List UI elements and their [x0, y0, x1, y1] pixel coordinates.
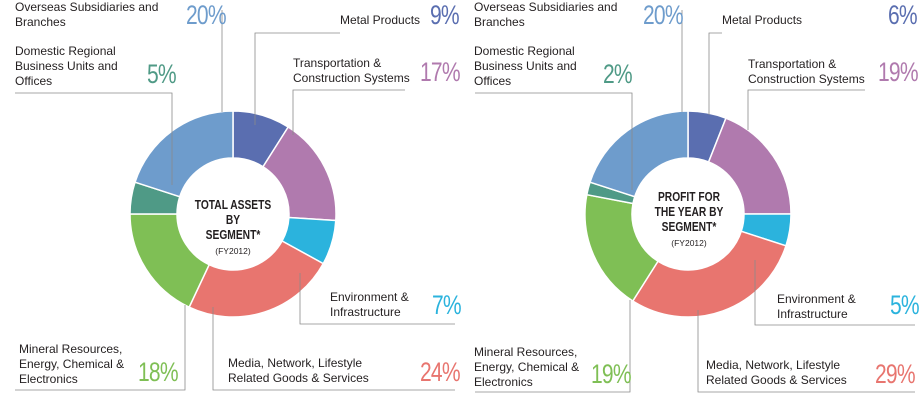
profit-panel: Overseas Subsidiaries and Branches 20% Do… — [460, 0, 920, 400]
label-overseas: Overseas Subsidiaries and Branches — [474, 0, 618, 29]
label-metal: Metal Products — [340, 13, 421, 27]
leader-line-transport — [292, 89, 405, 135]
label-transport: Transportation & Construction Systems — [293, 56, 410, 85]
pct-overseas: 20% — [643, 0, 684, 30]
pct-media: 29% — [875, 359, 916, 389]
pct-mineral: 19% — [591, 359, 632, 389]
leader-line-metal — [708, 32, 722, 115]
pct-domestic: 5% — [147, 59, 177, 89]
slice-media — [188, 239, 325, 318]
label-media: Media, Network, Lifestyle Related Goods &… — [706, 358, 847, 387]
leader-line-media — [212, 307, 455, 391]
pct-metal: 9% — [430, 0, 460, 30]
profit-center-title: PROFIT FOR THE YEAR BY SEGMENT* (FY2012) — [654, 190, 724, 248]
pct-transport: 17% — [420, 57, 461, 87]
leader-line-mineral — [15, 305, 186, 391]
label-mineral: Mineral Resources, Energy, Chemical & Elec… — [19, 342, 125, 386]
pct-metal: 6% — [888, 0, 918, 30]
total-assets-center-title: TOTAL ASSETS BY SEGMENT* (FY2012) — [194, 198, 272, 256]
profit-donut-chart — [475, 10, 915, 393]
label-metal: Metal Products — [722, 13, 803, 27]
label-environment: Environment & Infrastructure — [777, 292, 856, 321]
label-domestic: Domestic Regional Business Units and Offic… — [15, 44, 118, 88]
leader-line-transport — [747, 89, 865, 130]
leader-line-environment — [299, 273, 455, 325]
total-assets-donut-chart — [15, 10, 455, 391]
pct-environment: 7% — [432, 290, 462, 320]
pct-mineral: 18% — [138, 357, 179, 387]
pct-transport: 19% — [878, 57, 919, 87]
label-domestic: Domestic Regional Business Units and Offic… — [474, 44, 577, 88]
total-assets-panel: Overseas Subsidiaries and Branches 20% Do… — [15, 0, 462, 391]
leader-line-domestic — [15, 92, 173, 185]
label-media: Media, Network, Lifestyle Related Goods &… — [228, 356, 369, 385]
pct-environment: 5% — [890, 290, 920, 320]
leader-line-media — [697, 310, 915, 393]
label-overseas: Overseas Subsidiaries and Branches — [15, 0, 159, 29]
slice-media — [631, 230, 787, 318]
label-transport: Transportation & Construction Systems — [748, 57, 865, 86]
pct-domestic: 2% — [603, 59, 633, 89]
slice-overseas — [589, 110, 689, 198]
label-mineral: Mineral Resources, Energy, Chemical & Elec… — [474, 345, 580, 389]
label-environment: Environment & Infrastructure — [330, 290, 409, 319]
leader-line-environment — [754, 260, 915, 326]
slice-overseas — [134, 110, 234, 198]
leader-line-metal — [254, 32, 340, 125]
leader-line-domestic — [475, 92, 633, 190]
leader-line-mineral — [475, 300, 631, 393]
pct-overseas: 20% — [186, 0, 227, 30]
pct-media: 24% — [420, 357, 461, 387]
